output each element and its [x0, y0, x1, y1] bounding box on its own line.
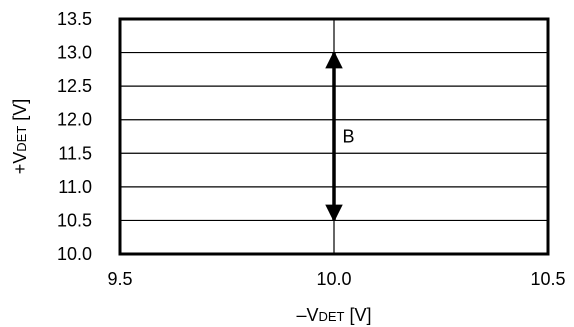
y-tick-label: 11.0	[58, 177, 92, 197]
y-axis-label-subscript: DET	[14, 126, 29, 152]
y-tick-label: 12.5	[57, 76, 92, 96]
y-tick-label: 13.5	[57, 9, 92, 29]
x-axis-label: –VDET [V]	[296, 305, 371, 325]
y-tick-label: 13.0	[57, 43, 92, 63]
y-axis-label-unit: [V]	[10, 99, 30, 126]
y-tick-label: 11.5	[58, 143, 92, 163]
y-tick-labels: 13.5 13.0 12.5 12.0 11.5 11.0 10.5 10.0	[57, 9, 92, 264]
x-tick-label: 10.0	[316, 269, 351, 289]
x-tick-label: 10.5	[530, 269, 565, 289]
x-tick-label: 9.5	[107, 269, 132, 289]
x-tick-labels: 9.5 10.0 10.5	[107, 269, 565, 289]
y-axis-label: +VDET [V]	[10, 99, 30, 175]
y-axis-label-prefix: +V	[10, 152, 30, 175]
y-tick-label: 10.0	[57, 244, 92, 264]
x-axis-label-unit: [V]	[345, 305, 372, 325]
y-tick-label: 10.5	[57, 210, 92, 230]
x-axis-label-prefix: –V	[296, 305, 318, 325]
annotation-b: B	[343, 127, 355, 147]
x-axis-label-subscript: DET	[319, 309, 345, 324]
y-tick-label: 12.0	[57, 110, 92, 130]
plot-frame	[118, 17, 550, 256]
